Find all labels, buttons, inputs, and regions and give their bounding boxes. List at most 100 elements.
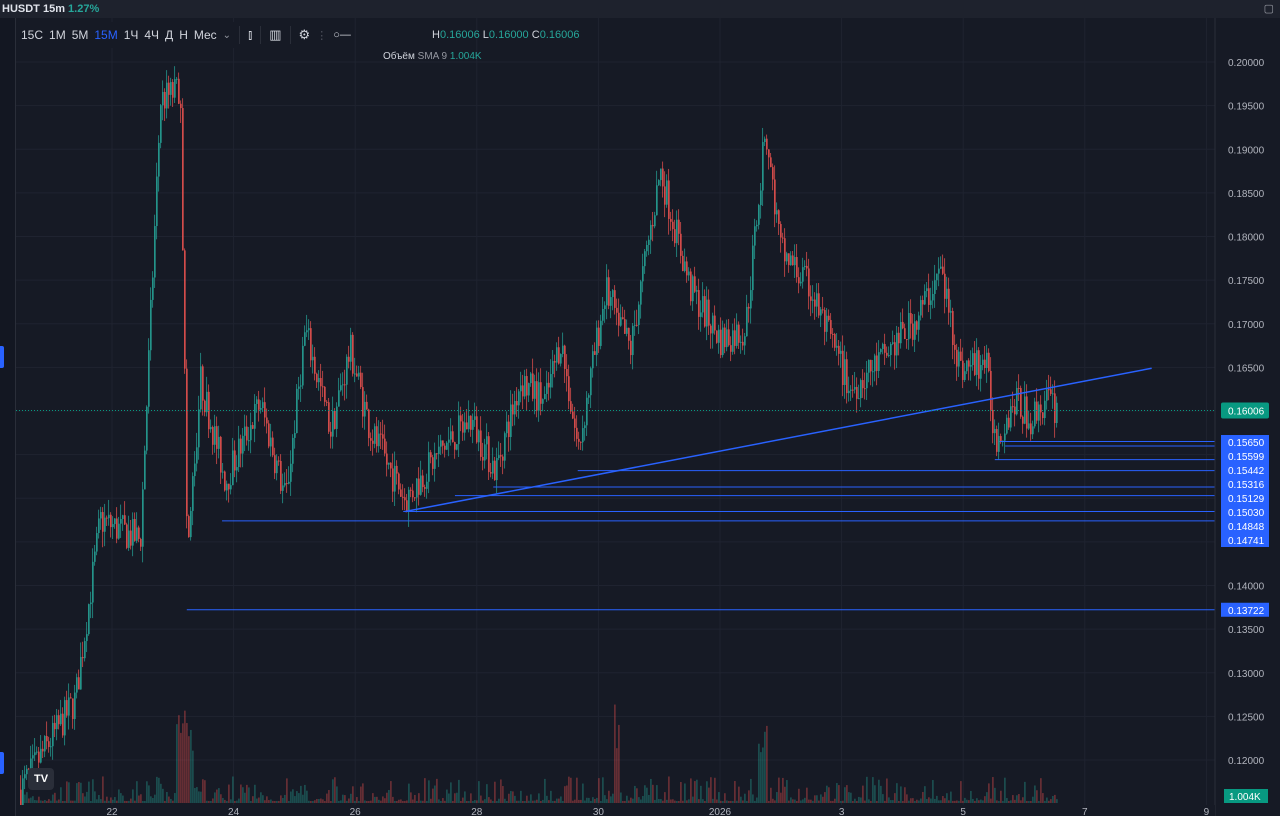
candle-body bbox=[88, 604, 90, 635]
candle-body bbox=[672, 221, 674, 230]
volume-bar bbox=[708, 787, 710, 803]
candle-body bbox=[892, 342, 894, 344]
timeframe-6[interactable]: Д bbox=[165, 28, 174, 42]
volume-bar bbox=[280, 795, 282, 803]
candle-body bbox=[992, 409, 994, 434]
candle-body bbox=[472, 419, 474, 430]
volume-bar bbox=[710, 777, 712, 803]
volume-bar bbox=[658, 799, 660, 803]
volume-bar bbox=[832, 800, 834, 803]
timeframe-2[interactable]: 5М bbox=[71, 28, 89, 42]
candle-body bbox=[636, 324, 638, 326]
candle-body bbox=[784, 238, 786, 262]
volume-bar bbox=[898, 800, 900, 803]
candle-body bbox=[380, 433, 382, 435]
volume-bar bbox=[62, 800, 64, 803]
timeframe-5[interactable]: 4Ч bbox=[144, 28, 160, 42]
candle-body bbox=[948, 288, 950, 313]
candle-body bbox=[332, 410, 334, 437]
volume-bar bbox=[386, 792, 388, 803]
maximize-icon[interactable]: ▢ bbox=[1263, 3, 1274, 15]
candle-body bbox=[662, 168, 664, 187]
candle-body bbox=[474, 416, 476, 420]
volume-bar bbox=[110, 797, 112, 803]
candle-body bbox=[92, 561, 94, 603]
volume-bar bbox=[212, 798, 214, 803]
volume-bar bbox=[452, 800, 454, 803]
volume-bar bbox=[920, 798, 922, 803]
candle-body bbox=[692, 276, 694, 302]
level-price-badge bbox=[1221, 519, 1269, 533]
chevron-down-icon[interactable]: ⌄ bbox=[222, 29, 232, 41]
tradingview-logo[interactable]: TV bbox=[28, 768, 54, 790]
candle-body bbox=[562, 345, 564, 355]
volume-bar bbox=[828, 787, 830, 803]
candles-icon[interactable]: ⫾ bbox=[248, 27, 253, 42]
candle-body bbox=[186, 368, 188, 517]
indicators-icon[interactable]: ▥ bbox=[269, 27, 282, 42]
candle-body bbox=[724, 327, 726, 348]
volume-bar bbox=[418, 793, 420, 803]
line-tool-icon[interactable]: ○— bbox=[333, 29, 351, 41]
candle-body bbox=[418, 478, 420, 495]
candle-body bbox=[648, 239, 650, 245]
volume-bar bbox=[612, 793, 614, 803]
candle-body bbox=[446, 442, 448, 450]
volume-bar bbox=[108, 800, 110, 803]
candle-body bbox=[236, 467, 238, 471]
timeframe-7[interactable]: Н bbox=[179, 28, 188, 42]
candle-body bbox=[936, 273, 938, 281]
volume-bar bbox=[1036, 790, 1038, 803]
candle-body bbox=[140, 538, 142, 547]
volume-bar bbox=[904, 787, 906, 803]
price-tick-label: 0.16500 bbox=[1228, 363, 1265, 374]
candle-body bbox=[606, 277, 608, 306]
volume-bar bbox=[802, 799, 804, 803]
volume-bar bbox=[210, 800, 212, 803]
candle-body bbox=[190, 510, 192, 538]
candle-body bbox=[438, 446, 440, 454]
volume-bar bbox=[978, 800, 980, 803]
timeframe-1[interactable]: 1М bbox=[49, 28, 66, 42]
gear-icon[interactable]: ⚙ bbox=[298, 27, 311, 42]
volume-bar bbox=[932, 780, 934, 803]
candle-body bbox=[220, 436, 222, 473]
left-drawing-toolbar[interactable] bbox=[0, 18, 16, 816]
candle-body bbox=[230, 485, 232, 490]
candle-body bbox=[486, 436, 488, 445]
candle-body bbox=[716, 330, 718, 343]
volume-bar bbox=[756, 797, 758, 803]
volume-bar bbox=[516, 800, 518, 803]
drag-handle-icon[interactable]: ⋮ bbox=[316, 29, 328, 42]
volume-bar bbox=[642, 795, 644, 803]
candle-body bbox=[564, 345, 566, 369]
volume-bar bbox=[860, 797, 862, 803]
timeframe-0[interactable]: 15С bbox=[21, 28, 44, 42]
candle-body bbox=[84, 641, 86, 659]
candle-body bbox=[164, 91, 166, 109]
volume-bar bbox=[792, 799, 794, 803]
timeframe-8[interactable]: Мес bbox=[193, 28, 217, 42]
volume-bar bbox=[870, 800, 872, 803]
volume-bar bbox=[1018, 794, 1020, 803]
volume-bar bbox=[22, 790, 24, 803]
timeframe-4[interactable]: 1Ч bbox=[123, 28, 139, 42]
timeframe-3[interactable]: 15М bbox=[94, 28, 118, 42]
volume-bar bbox=[964, 797, 966, 803]
volume-bar bbox=[1010, 800, 1012, 803]
volume-bar bbox=[274, 800, 276, 803]
volume-bar bbox=[150, 796, 152, 803]
candle-body bbox=[306, 330, 308, 333]
candle-body bbox=[926, 288, 928, 292]
volume-bar bbox=[240, 784, 242, 803]
volume-bar bbox=[766, 725, 768, 803]
volume-bar bbox=[666, 799, 668, 803]
volume-bar bbox=[520, 790, 522, 803]
candle-body bbox=[902, 321, 904, 329]
volume-bar bbox=[318, 798, 320, 803]
volume-bar bbox=[28, 798, 30, 803]
volume-bar bbox=[188, 736, 190, 803]
candle-body bbox=[188, 516, 190, 538]
candle-body bbox=[886, 352, 888, 356]
